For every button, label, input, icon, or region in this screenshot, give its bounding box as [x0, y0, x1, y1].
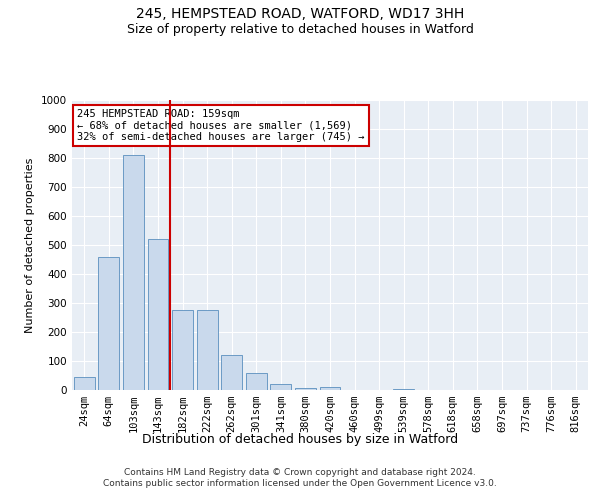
Bar [320, 387, 340, 390]
Bar [246, 372, 267, 390]
Bar [197, 310, 218, 390]
Bar [172, 310, 193, 390]
Bar [148, 239, 169, 390]
Text: 245, HEMPSTEAD ROAD, WATFORD, WD17 3HH: 245, HEMPSTEAD ROAD, WATFORD, WD17 3HH [136, 8, 464, 22]
Text: Contains HM Land Registry data © Crown copyright and database right 2024.
Contai: Contains HM Land Registry data © Crown c… [103, 468, 497, 487]
Bar [123, 155, 144, 390]
Text: Size of property relative to detached houses in Watford: Size of property relative to detached ho… [127, 22, 473, 36]
Bar [295, 388, 316, 390]
Bar [74, 377, 95, 390]
Bar [221, 355, 242, 390]
Bar [98, 256, 119, 390]
Text: Distribution of detached houses by size in Watford: Distribution of detached houses by size … [142, 432, 458, 446]
Bar [393, 388, 414, 390]
Bar [271, 384, 292, 390]
Y-axis label: Number of detached properties: Number of detached properties [25, 158, 35, 332]
Text: 245 HEMPSTEAD ROAD: 159sqm
← 68% of detached houses are smaller (1,569)
32% of s: 245 HEMPSTEAD ROAD: 159sqm ← 68% of deta… [77, 108, 365, 142]
